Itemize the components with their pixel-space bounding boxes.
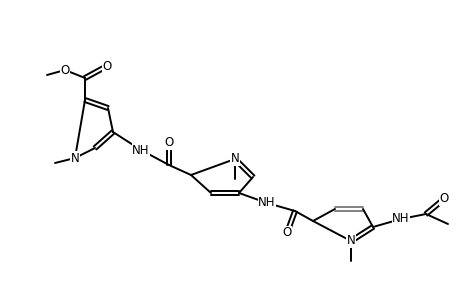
- Text: O: O: [438, 193, 448, 206]
- Text: O: O: [164, 136, 173, 149]
- Text: O: O: [282, 226, 291, 239]
- Text: NH: NH: [257, 196, 275, 209]
- Text: N: N: [230, 152, 239, 166]
- Text: O: O: [102, 59, 112, 73]
- Text: NH: NH: [132, 143, 150, 157]
- Text: O: O: [60, 64, 69, 76]
- Text: N: N: [71, 152, 79, 164]
- Text: N: N: [346, 235, 355, 248]
- Text: NH: NH: [392, 212, 409, 226]
